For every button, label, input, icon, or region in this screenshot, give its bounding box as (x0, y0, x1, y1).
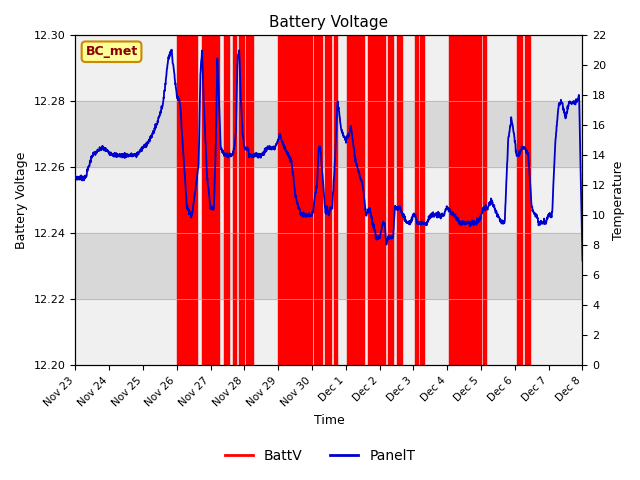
X-axis label: Time: Time (314, 414, 344, 427)
Bar (348, 36, 364, 365)
Bar (177, 36, 197, 365)
Bar (420, 36, 424, 365)
Bar (388, 36, 393, 365)
Bar (415, 36, 419, 365)
Bar (368, 36, 385, 365)
Bar (202, 36, 211, 365)
Text: BC_met: BC_met (85, 45, 138, 58)
Bar (483, 36, 486, 365)
Bar (334, 36, 337, 365)
Bar (76, 101, 582, 168)
Bar (525, 36, 530, 365)
Bar (516, 36, 522, 365)
Bar (212, 36, 219, 365)
Y-axis label: Battery Voltage: Battery Voltage (15, 152, 28, 249)
Y-axis label: Temperature: Temperature (612, 161, 625, 240)
Bar (76, 233, 582, 299)
Legend: BattV, PanelT: BattV, PanelT (220, 443, 420, 468)
Bar (239, 36, 244, 365)
Bar (397, 36, 401, 365)
Bar (314, 36, 322, 365)
Bar (326, 36, 331, 365)
Bar (232, 36, 236, 365)
Bar (278, 36, 312, 365)
Bar (224, 36, 229, 365)
Bar (449, 36, 481, 365)
Bar (246, 36, 253, 365)
Title: Battery Voltage: Battery Voltage (269, 15, 388, 30)
